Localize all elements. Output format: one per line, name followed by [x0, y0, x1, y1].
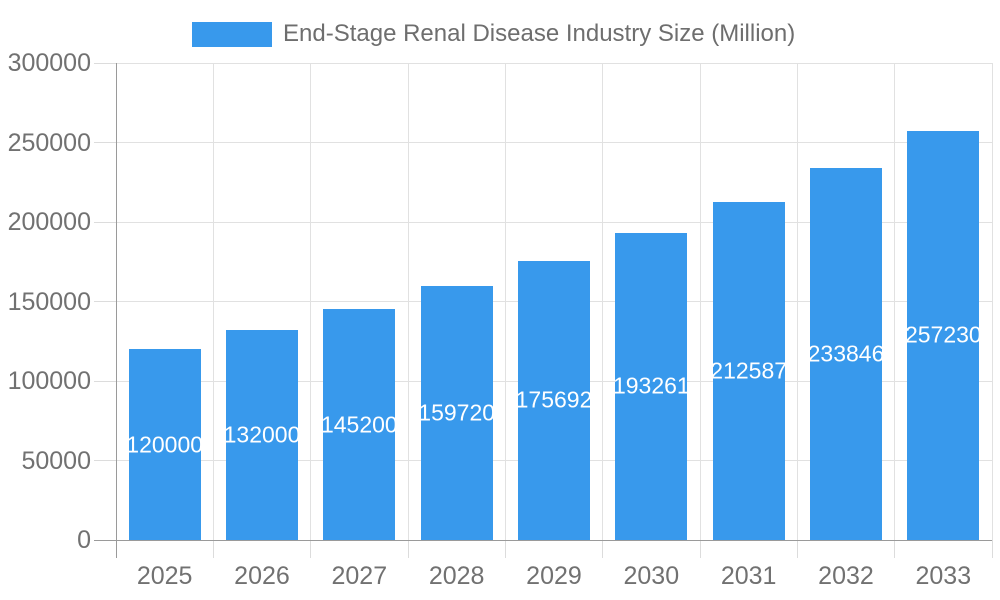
x-gridline	[310, 63, 312, 540]
x-tick	[991, 540, 993, 558]
y-gridline	[116, 221, 992, 223]
legend-label: End-Stage Renal Disease Industry Size (M…	[283, 20, 796, 47]
x-tick	[699, 540, 701, 558]
y-gridline	[116, 62, 992, 64]
x-gridline	[796, 63, 798, 540]
x-axis-label: 2032	[818, 562, 874, 590]
x-axis-label: 2030	[623, 562, 680, 590]
x-axis-label: 2033	[915, 562, 972, 590]
y-axis-line	[115, 63, 117, 558]
bar-value-label: 257230	[907, 321, 980, 348]
x-gridline	[602, 63, 604, 540]
x-axis-label: 2031	[720, 562, 777, 590]
x-tick	[894, 540, 896, 558]
bar-2025[interactable]: 120000	[128, 349, 201, 540]
chart-legend[interactable]: End-Stage Renal Disease Industry Size (M…	[192, 20, 795, 48]
y-axis-label: 250000	[7, 128, 91, 157]
y-axis-label: 300000	[7, 49, 91, 77]
x-gridline	[212, 63, 214, 540]
x-axis-label: 2026	[234, 562, 290, 590]
bar-2031[interactable]: 212587	[712, 201, 785, 540]
bar-2028[interactable]: 159720	[420, 286, 493, 540]
y-axis-label: 50000	[21, 446, 91, 475]
y-gridline	[116, 142, 992, 143]
x-gridline	[894, 63, 896, 540]
x-axis-line	[94, 539, 992, 541]
y-tick	[94, 142, 116, 143]
y-tick	[94, 62, 116, 64]
y-axis-label: 150000	[7, 287, 91, 316]
bar-value-label: 132000	[226, 421, 298, 448]
bar-2029[interactable]: 175692	[518, 260, 590, 540]
x-tick	[310, 540, 312, 558]
x-axis-label: 2027	[331, 562, 388, 590]
bar-value-label: 193261	[615, 372, 688, 399]
x-tick	[504, 540, 506, 558]
y-tick	[94, 301, 116, 302]
x-tick	[796, 540, 798, 558]
x-axis-label: 2028	[428, 562, 485, 590]
bar-2030[interactable]: 193261	[615, 232, 688, 540]
y-axis-label: 100000	[7, 367, 91, 395]
bar-2032[interactable]: 233846	[810, 168, 882, 540]
x-gridline	[407, 63, 409, 540]
x-tick	[602, 540, 604, 558]
bar-value-label: 120000	[128, 431, 201, 458]
bar-value-label: 233846	[810, 340, 882, 367]
bar-value-label: 212587	[712, 357, 785, 384]
x-gridline	[699, 63, 701, 540]
legend-swatch-icon	[192, 21, 272, 47]
bar-2027[interactable]: 145200	[323, 309, 396, 540]
y-axis-label: 0	[77, 526, 91, 554]
y-tick	[94, 221, 116, 223]
x-axis-label: 2029	[526, 562, 582, 590]
x-tick	[212, 540, 214, 558]
y-tick	[94, 460, 116, 461]
bar-value-label: 145200	[323, 411, 396, 438]
x-axis-label: 2025	[136, 562, 193, 590]
bar-2026[interactable]: 132000	[226, 330, 298, 540]
x-gridline	[991, 63, 993, 540]
bar-value-label: 159720	[420, 399, 493, 426]
bar-2033[interactable]: 257230	[907, 131, 980, 540]
x-tick	[407, 540, 409, 558]
y-axis-label: 200000	[7, 208, 91, 236]
x-gridline	[504, 63, 506, 540]
bar-value-label: 175692	[518, 386, 590, 413]
y-tick	[94, 380, 116, 382]
